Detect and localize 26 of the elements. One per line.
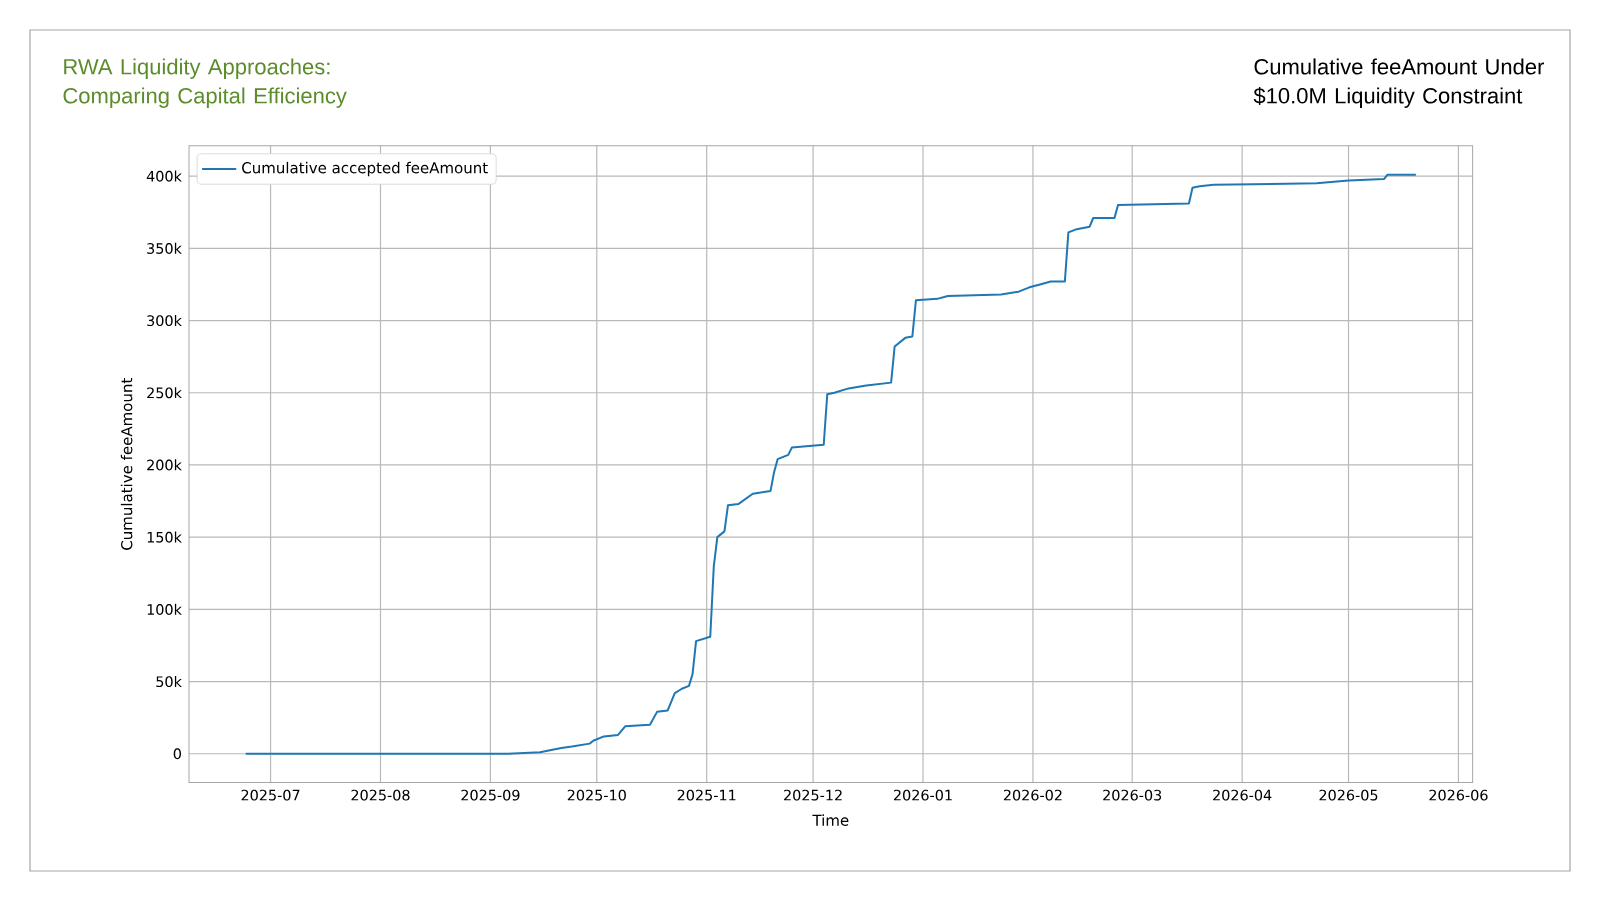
x-tick-label: 2026-01	[893, 789, 952, 801]
y-tick-label: 350k	[147, 242, 182, 254]
chart-subtitle: RWA Liquidity Approaches: Comparing Capital Efficiency	[63, 58, 347, 108]
x-tick-label: 2025-07	[241, 789, 300, 801]
y-tick-label: 50k	[156, 675, 182, 688]
x-axis-title: Time	[812, 814, 849, 826]
x-tick-label: 2026-06	[1429, 789, 1488, 801]
y-tick-label: 100k	[147, 603, 182, 615]
y-axis-title: Cumulative feeAmount	[120, 378, 133, 550]
x-tick-label: 2026-04	[1213, 789, 1272, 801]
x-tick-label: 2025-09	[461, 789, 520, 801]
x-tick-label: 2026-03	[1103, 789, 1162, 801]
x-tick-label: 2025-11	[677, 789, 736, 801]
legend-label: Cumulative accepted feeAmount	[242, 161, 488, 177]
chart-title: Cumulative feeAmount Under $10.0M Liquidity Constraint	[1253, 58, 1545, 108]
x-tick-label: 2025-10	[567, 789, 626, 801]
y-tick-label: 400k	[146, 170, 182, 182]
x-tick-label: 2025-12	[784, 789, 842, 801]
y-tick-label: 150k	[147, 531, 182, 543]
x-tick-label: 2026-05	[1319, 789, 1378, 801]
y-tick-label: 200k	[147, 459, 182, 471]
y-tick-label: 250k	[147, 387, 182, 399]
x-tick-label: 2025-08	[351, 789, 410, 801]
y-tick-label: 0	[173, 748, 181, 760]
y-tick-label: 300k	[147, 314, 182, 327]
x-tick-label: 2026-02	[1003, 789, 1062, 801]
